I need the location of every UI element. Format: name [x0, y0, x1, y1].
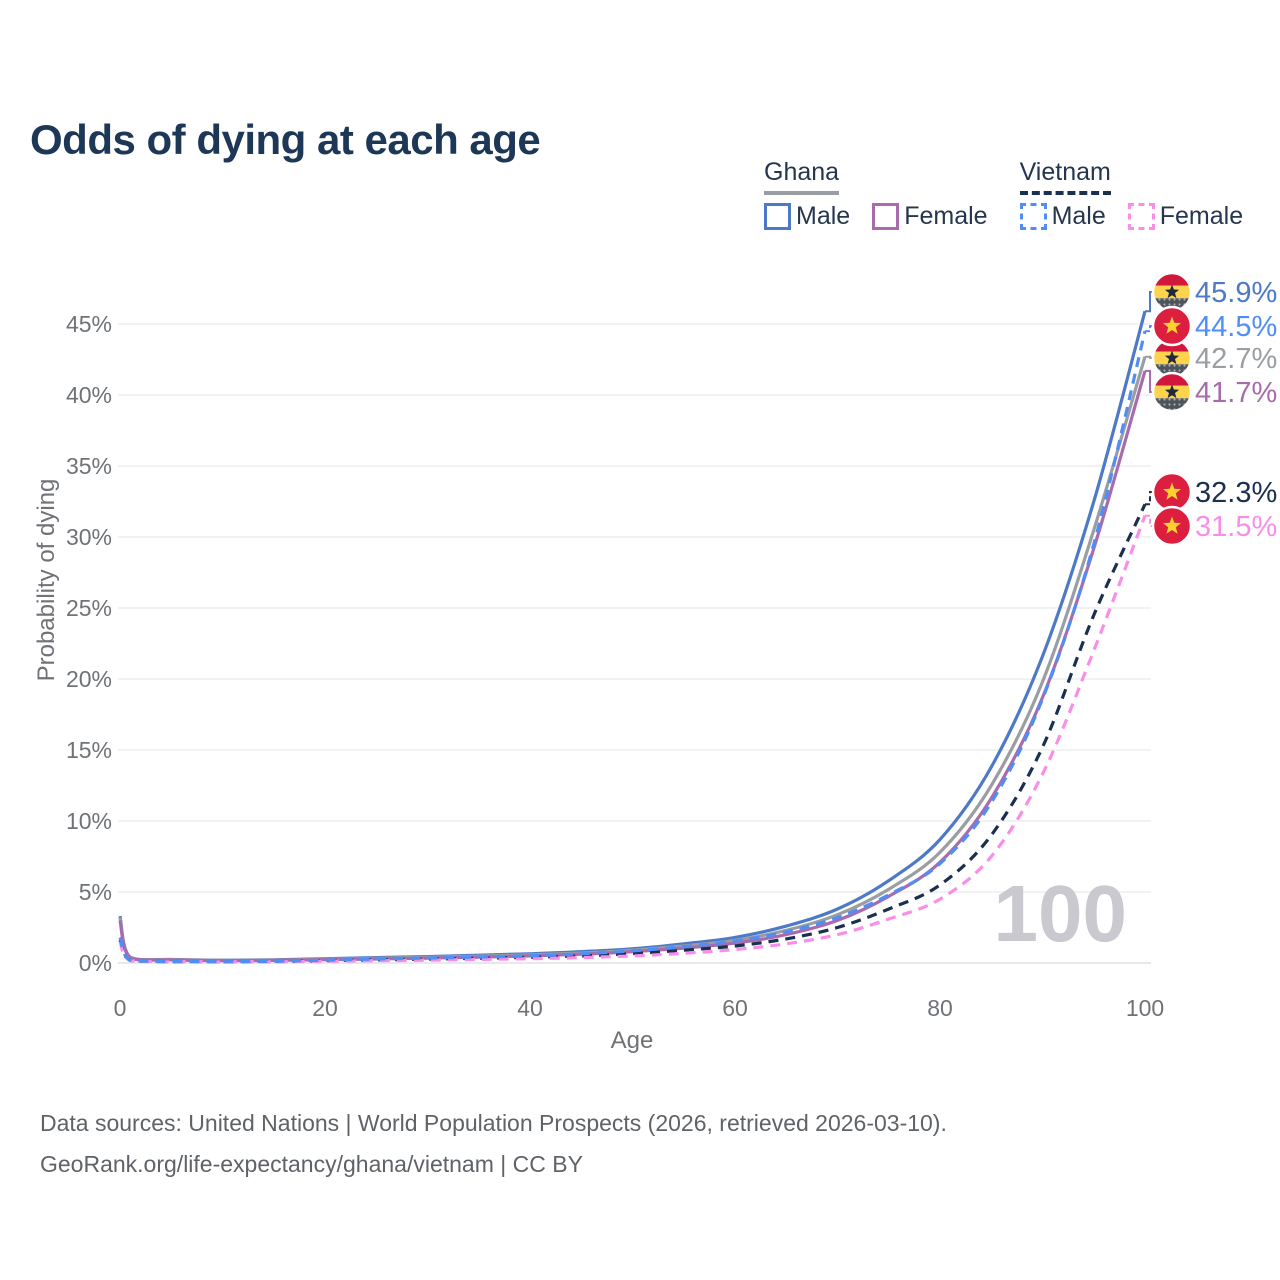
end-label-ghana-female: 41.7% — [1195, 377, 1277, 409]
y-axis-tick-labels: 0% 5% 10% 15% 20% 25% 30% 35% 40% 45% — [66, 311, 112, 976]
y-tick-label-10: 10% — [66, 808, 112, 834]
end-label-ghana-both: 42.7% — [1195, 343, 1277, 375]
legend-item-vietnam-male[interactable]: Male — [1019, 202, 1106, 231]
ghana-flag-icon — [1151, 371, 1193, 413]
y-tick-label-25: 25% — [66, 595, 112, 621]
legend-country-vietnam: Vietnam — [1019, 158, 1111, 195]
legend-label-ghana-male: Male — [796, 202, 851, 230]
legend-items-vietnam: Male Female — [1019, 202, 1244, 231]
vietnam-flag-star — [1163, 482, 1181, 500]
x-axis-title: Age — [611, 1027, 654, 1054]
ghana-female-swatch-icon — [872, 203, 900, 230]
end-label-ghana-male: 45.9% — [1195, 277, 1277, 309]
legend-item-ghana-female[interactable]: Female — [872, 202, 988, 231]
y-axis-title: Probability of dying — [33, 479, 60, 682]
legend-label-ghana-female: Female — [904, 202, 988, 230]
end-label-annotations: 45.9% 42.7%41.7% 32.3%31.5% 44.5% — [1145, 271, 1277, 547]
x-axis-tick-labels: 0 20 40 60 80 100 — [114, 995, 1165, 1021]
y-tick-label-45: 45% — [66, 311, 112, 337]
page-title: Odds of dying at each age — [30, 116, 541, 164]
x-tick-label-60: 60 — [722, 995, 748, 1021]
legend-label-vietnam-female: Female — [1159, 202, 1244, 230]
end-label-vietnam-male: 44.5% — [1195, 311, 1277, 343]
ghana-flag-star — [1164, 284, 1180, 299]
end-label-vietnam-female: 31.5% — [1195, 511, 1277, 543]
y-tick-label-30: 30% — [66, 524, 112, 550]
legend-country-vietnam-wrap: Vietnam — [1019, 158, 1244, 202]
x-tick-label-80: 80 — [927, 995, 953, 1021]
legend-label-vietnam-male: Male — [1051, 202, 1106, 230]
series-line-vietnam-both[interactable] — [118, 503, 1147, 964]
series-lines — [118, 310, 1147, 964]
ghana-flag-star — [1164, 384, 1180, 399]
y-tick-label-0: 0% — [79, 950, 112, 976]
vietnam-flag-icon — [1151, 471, 1193, 513]
footer: Data sources: United Nations | World Pop… — [40, 1103, 947, 1185]
footer-license: GeoRank.org/life-expectancy/ghana/vietna… — [40, 1151, 583, 1177]
vietnam-flag-icon — [1151, 305, 1193, 347]
ghana-male-swatch-icon — [764, 203, 791, 230]
legend-item-vietnam-female[interactable]: Female — [1127, 202, 1244, 231]
series-line-ghana-female[interactable] — [118, 370, 1147, 963]
series-line-ghana-male[interactable] — [118, 310, 1147, 962]
y-tick-label-5: 5% — [79, 879, 112, 905]
y-tick-label-15: 15% — [66, 737, 112, 763]
series-line-vietnam-male[interactable] — [118, 330, 1147, 964]
vietnam-flag-star — [1163, 316, 1181, 334]
legend-country-ghana-wrap: Ghana — [764, 158, 988, 202]
y-tick-label-20: 20% — [66, 666, 112, 692]
legend-country-ghana: Ghana — [764, 158, 840, 195]
y-tick-label-35: 35% — [66, 453, 112, 479]
vietnam-male-swatch-icon — [1019, 203, 1047, 230]
age-counter-watermark: 100 — [994, 869, 1127, 958]
ghana-flag-icon — [1151, 271, 1193, 313]
legend-group-ghana: Ghana Male Female — [764, 158, 988, 231]
footer-data-sources: Data sources: United Nations | World Pop… — [40, 1110, 947, 1136]
flag-ring — [1151, 371, 1193, 413]
x-tick-label-20: 20 — [312, 995, 338, 1021]
vietnam-flag-star — [1163, 516, 1181, 534]
legend: Ghana Male Female Vietnam Male Female — [764, 158, 1243, 231]
legend-group-vietnam: Vietnam Male Female — [1019, 158, 1244, 231]
end-label-vietnam-both: 32.3% — [1195, 477, 1277, 509]
vietnam-flag-icon — [1151, 505, 1193, 547]
series-line-vietnam-female[interactable] — [118, 515, 1147, 964]
ghana-flag-star — [1164, 350, 1180, 365]
gridlines — [118, 323, 1151, 964]
vietnam-female-swatch-icon — [1127, 203, 1155, 230]
legend-items-ghana: Male Female — [764, 202, 988, 231]
y-tick-label-40: 40% — [66, 382, 112, 408]
series-line-ghana-both[interactable] — [118, 356, 1147, 962]
legend-item-ghana-male[interactable]: Male — [764, 202, 850, 231]
x-tick-label-100: 100 — [1126, 995, 1164, 1021]
x-tick-label-0: 0 — [114, 995, 127, 1021]
x-tick-label-40: 40 — [517, 995, 543, 1021]
